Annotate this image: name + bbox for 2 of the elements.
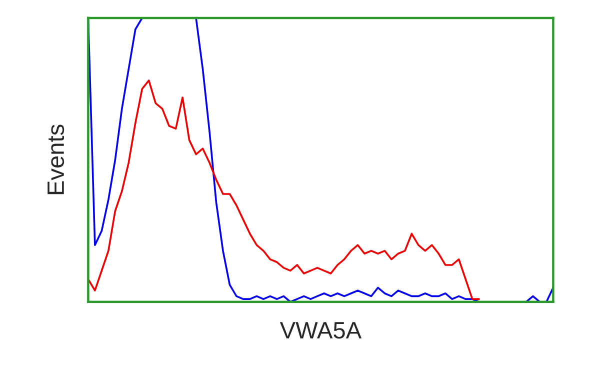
y-axis-title: Events (48, 124, 64, 194)
x-axis-title: VWA5A (280, 322, 362, 339)
